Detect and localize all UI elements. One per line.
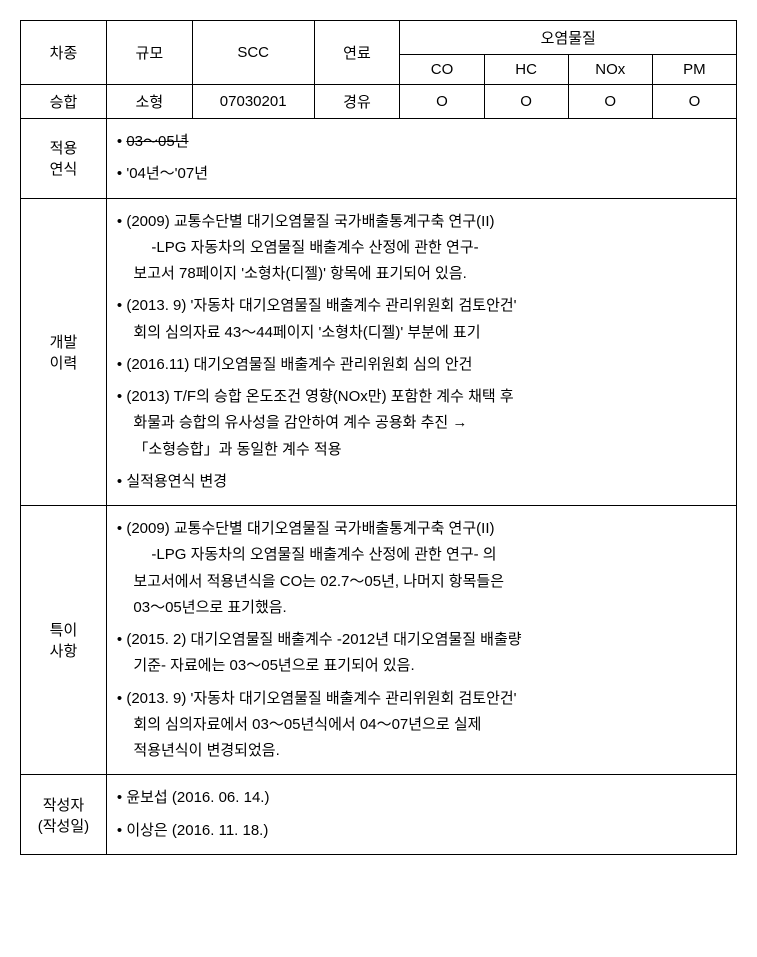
notes-item-3-l1: (2013. 9) '자동차 대기오염물질 배출계수 관리위원회 검토안건': [126, 690, 516, 707]
history-item-4-l2: 화물과 승합의 유사성을 감안하여 계수 공용화 추진 →: [133, 410, 726, 436]
header-row-1: 차종 규모 SCC 연료 오염물질: [21, 21, 737, 55]
label-year: 적용 연식: [21, 119, 107, 199]
author-item-2: 이상은 (2016. 11. 18.): [117, 818, 726, 844]
label-history-l2: 이력: [50, 355, 78, 372]
history-item-2: (2013. 9) '자동차 대기오염물질 배출계수 관리위원회 검토안건' 회…: [117, 293, 726, 346]
author-list: 윤보섭 (2016. 06. 14.) 이상은 (2016. 11. 18.): [117, 785, 726, 844]
section-author: 작성자 (작성일) 윤보섭 (2016. 06. 14.) 이상은 (2016.…: [21, 775, 737, 855]
label-author: 작성자 (작성일): [21, 775, 107, 855]
notes-item-2-l1: (2015. 2) 대기오염물질 배출계수 -2012년 대기오염물질 배출량: [126, 631, 521, 648]
notes-item-1: (2009) 교통수단별 대기오염물질 국가배출통계구축 연구(II) -LPG…: [117, 516, 726, 621]
author-item-1: 윤보섭 (2016. 06. 14.): [117, 785, 726, 811]
section-year: 적용 연식 03～05년 '04년～'07년: [21, 119, 737, 199]
cell-nox: O: [568, 85, 652, 119]
content-author: 윤보섭 (2016. 06. 14.) 이상은 (2016. 11. 18.): [106, 775, 736, 855]
history-item-3: (2016.11) 대기오염물질 배출계수 관리위원회 심의 안건: [117, 352, 726, 378]
main-table: 차종 규모 SCC 연료 오염물질 CO HC NOx PM 승합 소형 070…: [20, 20, 737, 855]
history-item-1-l3: 보고서 78페이지 '소형차(디젤)' 항목에 표기되어 있음.: [133, 261, 726, 287]
notes-item-2-l2: 기준- 자료에는 03～05년으로 표기되어 있음.: [133, 653, 726, 679]
year-item-1: 03～05년: [117, 129, 726, 155]
history-item-1: (2009) 교통수단별 대기오염물질 국가배출통계구축 연구(II) -LPG…: [117, 209, 726, 288]
data-row: 승합 소형 07030201 경유 O O O O: [21, 85, 737, 119]
content-notes: (2009) 교통수단별 대기오염물질 국가배출통계구축 연구(II) -LPG…: [106, 506, 736, 775]
content-history: (2009) 교통수단별 대기오염물질 국가배출통계구축 연구(II) -LPG…: [106, 198, 736, 506]
header-fuel: 연료: [314, 21, 400, 85]
label-year-l2: 연식: [50, 161, 78, 178]
history-item-4-l3: 「소형승합」과 동일한 계수 적용: [133, 437, 726, 463]
notes-item-2: (2015. 2) 대기오염물질 배출계수 -2012년 대기오염물질 배출량 …: [117, 627, 726, 680]
label-notes: 특이 사항: [21, 506, 107, 775]
notes-item-1-l2: -LPG 자동차의 오염물질 배출계수 산정에 관한 연구- 의: [133, 542, 726, 568]
notes-list: (2009) 교통수단별 대기오염물질 국가배출통계구축 연구(II) -LPG…: [117, 516, 726, 764]
notes-item-1-l1: (2009) 교통수단별 대기오염물질 국가배출통계구축 연구(II): [126, 520, 494, 537]
header-scc: SCC: [192, 21, 314, 85]
history-list: (2009) 교통수단별 대기오염물질 국가배출통계구축 연구(II) -LPG…: [117, 209, 726, 496]
notes-item-3-l3: 적용년식이 변경되었음.: [133, 738, 726, 764]
header-hc: HC: [484, 55, 568, 85]
notes-item-1-l4: 03～05년으로 표기했음.: [133, 595, 726, 621]
notes-item-3-l2: 회의 심의자료에서 03～05년식에서 04～07년으로 실제: [133, 712, 726, 738]
label-history: 개발 이력: [21, 198, 107, 506]
content-year: 03～05년 '04년～'07년: [106, 119, 736, 199]
cell-co: O: [400, 85, 484, 119]
notes-item-1-l3: 보고서에서 적용년식을 CO는 02.7～05년, 나머지 항목들은: [133, 569, 726, 595]
cell-scc: 07030201: [192, 85, 314, 119]
section-notes: 특이 사항 (2009) 교통수단별 대기오염물질 국가배출통계구축 연구(II…: [21, 506, 737, 775]
cell-fuel: 경유: [314, 85, 400, 119]
cell-vehicle: 승합: [21, 85, 107, 119]
document-table: 차종 규모 SCC 연료 오염물질 CO HC NOx PM 승합 소형 070…: [20, 20, 737, 855]
history-item-4-l1: (2013) T/F의 승합 온도조건 영향(NOx만) 포함한 계수 채택 후: [126, 388, 513, 405]
history-item-2-l1: (2013. 9) '자동차 대기오염물질 배출계수 관리위원회 검토안건': [126, 297, 516, 314]
label-author-l2: (작성일): [38, 818, 89, 835]
label-notes-l1: 특이: [50, 622, 78, 639]
year-item-1-strike: 03～05년: [126, 133, 188, 150]
header-co: CO: [400, 55, 484, 85]
label-author-l1: 작성자: [43, 797, 84, 814]
header-nox: NOx: [568, 55, 652, 85]
cell-scale: 소형: [106, 85, 192, 119]
cell-hc: O: [484, 85, 568, 119]
history-item-1-l2: -LPG 자동차의 오염물질 배출계수 산정에 관한 연구-: [133, 235, 726, 261]
history-item-5: 실적용연식 변경: [117, 469, 726, 495]
header-scale: 규모: [106, 21, 192, 85]
label-history-l1: 개발: [50, 334, 78, 351]
history-item-4: (2013) T/F의 승합 온도조건 영향(NOx만) 포함한 계수 채택 후…: [117, 384, 726, 463]
year-item-2: '04년～'07년: [117, 161, 726, 187]
year-list: 03～05년 '04년～'07년: [117, 129, 726, 188]
header-pm: PM: [652, 55, 736, 85]
history-item-1-l1: (2009) 교통수단별 대기오염물질 국가배출통계구축 연구(II): [126, 213, 494, 230]
history-item-2-l2: 회의 심의자료 43～44페이지 '소형차(디젤)' 부분에 표기: [133, 320, 726, 346]
notes-item-3: (2013. 9) '자동차 대기오염물질 배출계수 관리위원회 검토안건' 회…: [117, 686, 726, 765]
label-year-l1: 적용: [50, 140, 78, 157]
header-pollutant-group: 오염물질: [400, 21, 737, 55]
section-history: 개발 이력 (2009) 교통수단별 대기오염물질 국가배출통계구축 연구(II…: [21, 198, 737, 506]
cell-pm: O: [652, 85, 736, 119]
header-vehicle: 차종: [21, 21, 107, 85]
label-notes-l2: 사항: [50, 643, 78, 660]
